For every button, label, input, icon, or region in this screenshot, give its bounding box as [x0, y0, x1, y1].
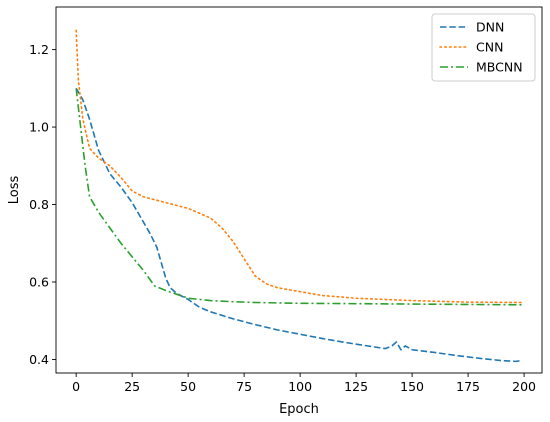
y-tick-label: 1.2 — [29, 42, 49, 57]
axes-layer: 0 25 50 75 100 125 150 175 200 0.4 0.6 0.8 1.0 1.2 Epo… — [7, 6, 543, 417]
legend-label-mbcnn: MBCNN — [476, 60, 523, 75]
x-tick-label: 0 — [72, 379, 80, 394]
legend-label-dnn: DNN — [476, 20, 504, 35]
x-tick-label: 125 — [344, 379, 368, 394]
series-line-cnn — [75, 29, 523, 304]
series-line-mbcnn — [75, 88, 522, 306]
x-tick-label: 200 — [512, 379, 536, 394]
x-tick-label: 50 — [180, 379, 196, 394]
x-tick-label: 150 — [400, 379, 424, 394]
x-tick-label: 175 — [456, 379, 480, 394]
legend-box — [431, 13, 536, 82]
y-axis-label: Loss — [7, 176, 22, 205]
plot-frame — [55, 6, 543, 374]
legend: DNN CNN MBCNN — [431, 13, 536, 82]
x-tick-label: 100 — [288, 379, 312, 394]
y-tick-label: 1.0 — [29, 120, 49, 135]
x-tick-label: 75 — [236, 379, 252, 394]
x-axis-label: Epoch — [279, 402, 319, 417]
y-tick-label: 0.4 — [29, 352, 49, 367]
legend-label-cnn: CNN — [476, 40, 503, 55]
y-tick-label: 0.6 — [29, 274, 49, 289]
x-tick-label: 25 — [124, 379, 140, 394]
series-layer — [75, 29, 523, 363]
y-tick-label: 0.8 — [29, 197, 49, 212]
series-line-dnn — [75, 87, 522, 363]
